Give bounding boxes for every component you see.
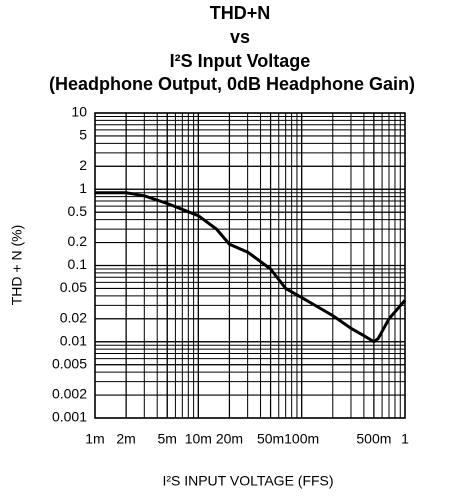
x-tick-label: 1m	[85, 431, 104, 447]
chart-title: I²S Input Voltage	[170, 51, 311, 71]
plot-frame	[94, 112, 406, 419]
chart-title: vs	[230, 27, 250, 47]
x-tick-label: 5m	[158, 431, 177, 447]
y-tick-label: 0.2	[68, 233, 88, 249]
y-tick-label: 0.001	[52, 409, 87, 425]
y-tick-label: 5	[79, 127, 87, 143]
x-tick-label: 50m	[257, 431, 284, 447]
x-tick-label: 10m	[185, 431, 212, 447]
y-tick-label: 1	[79, 180, 87, 196]
x-tick-label: 20m	[216, 431, 243, 447]
y-tick-label: 0.5	[68, 203, 88, 219]
data-line	[95, 191, 407, 344]
y-axis-label: THD + N (%)	[9, 225, 25, 306]
x-tick-label: 2m	[116, 431, 135, 447]
x-axis-label: I²S INPUT VOLTAGE (FFS)	[162, 473, 333, 489]
y-tick-label: 0.02	[60, 309, 87, 325]
chart-title: THD+N	[210, 3, 271, 23]
chart-title: (Headphone Output, 0dB Headphone Gain)	[49, 74, 415, 94]
y-tick-label: 0.01	[60, 332, 87, 348]
x-tick-label: 100m	[284, 431, 319, 447]
y-tick-label: 0.005	[52, 355, 87, 371]
y-tick-label: 2	[79, 157, 87, 173]
y-tick-label: 0.05	[60, 279, 87, 295]
x-tick-label: 1	[401, 431, 409, 447]
x-tick-label: 500m	[356, 431, 391, 447]
y-tick-label: 0.1	[68, 256, 88, 272]
y-tick-label: 10	[71, 104, 87, 120]
y-tick-label: 0.002	[52, 386, 87, 402]
